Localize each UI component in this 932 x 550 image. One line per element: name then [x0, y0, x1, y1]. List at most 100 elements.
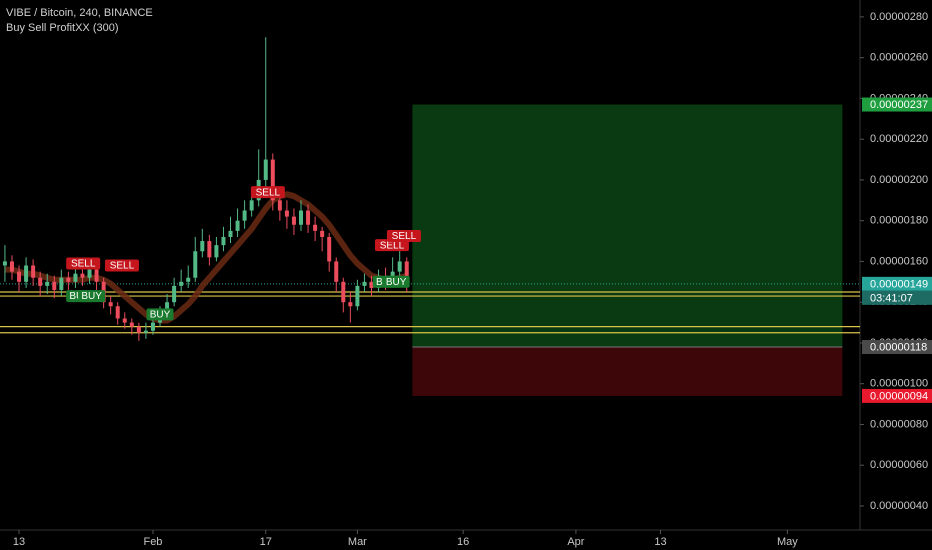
- y-tick-label: 0.00000040: [870, 500, 928, 512]
- moving-average: [4, 191, 408, 324]
- candle-body: [228, 230, 233, 237]
- signal-label-bg: [146, 308, 174, 321]
- x-tick-label: Apr: [567, 536, 584, 548]
- candle-body: [150, 322, 155, 331]
- candle-body: [306, 210, 311, 225]
- candle-body: [397, 261, 402, 272]
- signal-label-bg: [66, 257, 101, 270]
- price-label: 0.00000118: [870, 341, 927, 353]
- candle-body: [136, 326, 141, 333]
- signal-label: SELL: [71, 259, 96, 270]
- candle-body: [9, 261, 14, 272]
- candle-body: [24, 265, 29, 282]
- candle-body: [263, 159, 268, 180]
- signal-label-bg: [382, 275, 410, 288]
- candle-body: [341, 281, 346, 303]
- candle-body: [369, 281, 374, 288]
- signal-label: SELL: [110, 261, 135, 272]
- signal-label-bg: [78, 290, 106, 303]
- candle-body: [235, 220, 240, 231]
- candle-body: [52, 281, 57, 290]
- price-label: 0.00000094: [870, 390, 928, 402]
- candle-body: [73, 273, 78, 282]
- candle-body: [143, 330, 148, 333]
- x-tick-label: Mar: [348, 536, 367, 548]
- y-tick-label: 0.00000260: [870, 52, 928, 64]
- indicator-name: Buy Sell ProfitXX (300): [6, 22, 119, 34]
- candle-body: [221, 236, 226, 246]
- candle-body: [66, 277, 71, 282]
- candle-body: [313, 224, 318, 231]
- candle-body: [94, 269, 99, 282]
- price-label: 0.00000237: [870, 99, 928, 111]
- signal-label: BUY: [386, 277, 407, 288]
- candle-body: [165, 302, 170, 313]
- price-label-bg: [862, 97, 932, 112]
- candle-body: [186, 277, 191, 282]
- candle-body: [320, 230, 325, 237]
- candle-body: [355, 285, 360, 307]
- candle-body: [115, 306, 120, 319]
- price-label-bg: [862, 340, 932, 355]
- candle-body: [45, 281, 50, 286]
- candle-body: [249, 200, 254, 211]
- candle-body: [207, 241, 212, 258]
- signal-label: BUY: [81, 291, 102, 302]
- countdown: 03:41:07: [870, 292, 913, 304]
- signal-label: BUY: [150, 310, 171, 321]
- candle-body: [242, 210, 247, 221]
- price-label-bg: [862, 388, 932, 403]
- candle-body: [334, 261, 339, 282]
- candle-body: [348, 302, 353, 307]
- y-tick-label: 0.00000060: [870, 459, 928, 471]
- price-label-bg: [862, 276, 932, 291]
- candle-body: [193, 251, 198, 278]
- candle-body: [299, 210, 303, 225]
- y-tick-label: 0.00000080: [870, 418, 928, 430]
- candle-body: [291, 216, 296, 225]
- y-tick-label: 0.00000200: [870, 174, 928, 186]
- y-tick-label: 0.00000160: [870, 255, 928, 267]
- countdown-bg: [862, 290, 932, 305]
- signal-label-bg: [386, 229, 421, 242]
- candle-body: [129, 322, 134, 327]
- y-tick-label: 0.00000100: [870, 378, 928, 390]
- stop-zone: [412, 347, 843, 396]
- candle-body: [87, 269, 92, 278]
- x-tick-label: 13: [654, 536, 666, 548]
- candle-body: [31, 265, 36, 278]
- candle-body: [17, 271, 22, 282]
- x-tick-label: 13: [13, 536, 25, 548]
- candle-body: [362, 281, 367, 286]
- y-tick-label: 0.00000280: [870, 11, 928, 23]
- candle-body: [172, 285, 177, 303]
- signal-label-bg: [250, 186, 285, 199]
- x-tick-label: 16: [457, 536, 469, 548]
- y-tick-label: 0.00000220: [870, 133, 928, 145]
- signal-label: SELL: [392, 231, 417, 242]
- candle-body: [277, 200, 282, 211]
- x-tick-label: 17: [260, 536, 272, 548]
- signal-label-bg: [104, 259, 139, 272]
- signal-label: SELL: [256, 187, 281, 198]
- candle-body: [327, 236, 332, 262]
- x-tick-label: Feb: [143, 536, 162, 548]
- y-tick-label: 0.00000180: [870, 215, 928, 227]
- x-tick-label: May: [777, 536, 798, 548]
- candle-body: [2, 261, 7, 266]
- candle-body: [122, 318, 127, 323]
- target-zone: [412, 104, 843, 348]
- signal-label: SELL: [380, 240, 405, 251]
- candle-body: [179, 281, 184, 286]
- candle-body: [38, 277, 43, 286]
- price-label: 0.00000149: [870, 278, 928, 290]
- candle-body: [270, 159, 275, 201]
- candle-body: [59, 277, 64, 290]
- candle-body: [200, 241, 205, 252]
- candle-body: [108, 302, 113, 307]
- chart-title: VIBE / Bitcoin, 240, BINANCE: [6, 7, 153, 19]
- candle-body: [214, 245, 219, 258]
- signal-label-bg: [374, 239, 409, 252]
